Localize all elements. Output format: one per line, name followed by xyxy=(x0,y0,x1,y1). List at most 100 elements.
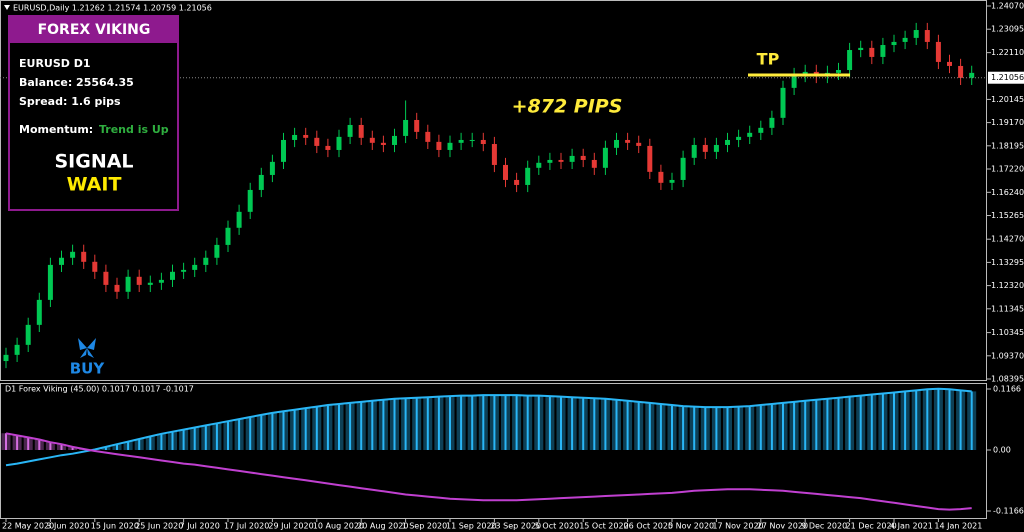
candle-body xyxy=(369,137,375,143)
panel-signal: WAIT xyxy=(67,174,122,196)
chart-title: EURUSD,Daily 1.21262 1.21574 1.20759 1.2… xyxy=(13,4,212,13)
buy-icon-shape xyxy=(78,338,96,358)
y-tick-label: 0.00 xyxy=(993,446,1011,455)
info-panel xyxy=(8,15,179,211)
candle-body xyxy=(947,61,952,66)
x-tick-label: 15 Oct 2020 xyxy=(579,522,628,531)
candle-body xyxy=(303,134,309,138)
candle-body xyxy=(236,211,242,228)
y-tick-label: 1.14270 xyxy=(991,235,1024,244)
x-tick-label: 4 Jan 2021 xyxy=(890,522,933,531)
candle-body xyxy=(392,135,397,145)
x-tick-label: 29 Jul 2020 xyxy=(268,522,313,531)
candle-body xyxy=(725,139,730,145)
candle-body xyxy=(591,159,597,168)
candle-body xyxy=(580,155,586,160)
candle-body xyxy=(425,131,431,142)
candle-body xyxy=(702,144,708,152)
candle-body xyxy=(769,117,775,128)
indicator-frame xyxy=(0,383,987,519)
candle-body xyxy=(525,167,531,185)
candle-body xyxy=(14,344,20,355)
indicator-line xyxy=(5,387,972,467)
candle-body xyxy=(70,251,76,258)
info-panel-header xyxy=(10,17,177,43)
candle-body xyxy=(891,41,897,46)
candle-body xyxy=(281,139,286,162)
tp-label: TP xyxy=(757,50,780,69)
candle-body xyxy=(747,132,753,137)
panel-symbol: EURUSD D1 xyxy=(19,57,91,70)
y-tick-label: 0.1166 xyxy=(993,385,1021,394)
panel-momentum-label: Momentum: xyxy=(19,123,93,136)
y-tick-label: 1.20145 xyxy=(991,95,1024,104)
candle-body xyxy=(403,119,409,136)
candle-body xyxy=(958,65,964,78)
candle-body xyxy=(358,124,364,138)
last-price-box xyxy=(988,71,1024,84)
y-tick-label: 1.18195 xyxy=(991,141,1024,150)
panel-momentum: Trend is Up xyxy=(99,123,169,136)
y-tick-label: 1.17220 xyxy=(991,165,1024,174)
x-tick-label: 14 Jan 2021 xyxy=(934,522,982,531)
candle-body xyxy=(669,179,675,183)
panel-signal-label: SIGNAL xyxy=(54,151,133,173)
candle-body xyxy=(902,37,908,42)
x-tick-label: 15 Jun 2020 xyxy=(91,522,139,531)
x-tick-label: 21 Dec 2020 xyxy=(846,522,897,531)
candle-body xyxy=(680,157,686,180)
candle-body xyxy=(791,75,797,88)
candle-body xyxy=(269,161,275,175)
menu-arrow[interactable] xyxy=(4,5,10,10)
candle-body xyxy=(614,139,619,148)
indicator-title: D1 Forex Viking (45.00) 0.1017 0.1017 -0… xyxy=(5,385,194,394)
candle-body xyxy=(181,269,187,272)
candle-body xyxy=(225,227,231,245)
candle-body xyxy=(458,139,464,143)
y-tick-label: 1.23095 xyxy=(991,25,1024,34)
candle-body xyxy=(547,159,553,163)
y-tick-label: 1.09370 xyxy=(991,351,1024,360)
x-tick-label: 17 Jul 2020 xyxy=(224,522,269,531)
buy-annotation: BUY xyxy=(70,360,106,378)
candle-body xyxy=(969,72,975,78)
y-tick-label: 1.16240 xyxy=(991,188,1024,197)
candle-body xyxy=(170,271,175,280)
candle-body xyxy=(858,47,864,51)
x-tick-label: 1 Sep 2020 xyxy=(402,522,448,531)
candle-body xyxy=(436,141,442,150)
candle-body xyxy=(47,264,53,300)
candle-body xyxy=(658,171,664,183)
x-tick-label: 27 Nov 2020 xyxy=(757,522,808,531)
y-tick-label: 1.12320 xyxy=(991,281,1024,290)
candle-body xyxy=(325,145,331,150)
y-tick-label: 1.15265 xyxy=(991,211,1024,220)
candle-body xyxy=(203,257,209,265)
panel-spread: Spread: 1.6 pips xyxy=(19,95,121,108)
candle-body xyxy=(713,144,719,152)
candle-body xyxy=(147,282,153,285)
y-tick-label: 1.24070 xyxy=(991,2,1024,11)
y-tick-label: 1.22110 xyxy=(991,48,1024,57)
candle-body xyxy=(514,179,520,185)
y-tick-label: 1.11345 xyxy=(991,304,1024,313)
x-tick-label: 17 Nov 2020 xyxy=(712,522,763,531)
candle-body xyxy=(802,71,808,76)
pips-annotation: +872 PIPS xyxy=(512,96,623,118)
candle-body xyxy=(314,137,320,146)
candle-body xyxy=(247,189,253,212)
candle-body xyxy=(81,251,87,262)
candle-body xyxy=(847,50,853,71)
candle-body xyxy=(691,144,697,158)
candle-body xyxy=(924,30,930,42)
candle-body xyxy=(114,284,120,292)
candle-body xyxy=(569,155,575,162)
candle-body xyxy=(136,276,142,285)
y-tick-label: -0.1166 xyxy=(993,507,1024,516)
x-tick-label: 20 Aug 2020 xyxy=(357,522,408,531)
candle-body xyxy=(869,47,875,57)
candle-body xyxy=(103,271,109,285)
x-tick-label: 5 Nov 2020 xyxy=(668,522,714,531)
x-tick-label: 5 Oct 2020 xyxy=(535,522,579,531)
